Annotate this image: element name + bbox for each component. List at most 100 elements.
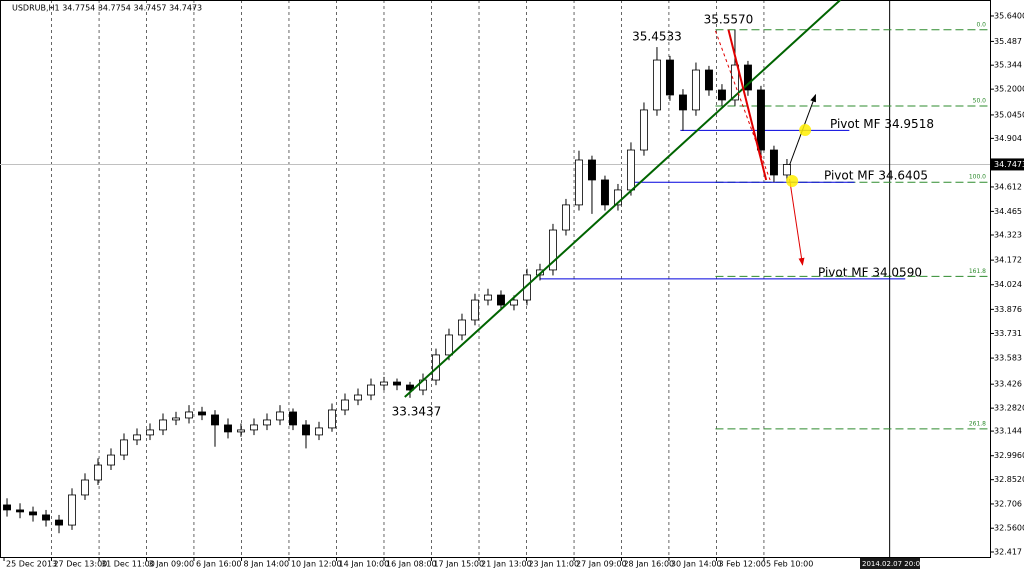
candle-body — [393, 381, 401, 386]
fibo-label: 0.0 — [976, 21, 986, 28]
candle-body — [665, 59, 674, 96]
candle-body — [172, 417, 180, 421]
candle-body — [691, 69, 700, 111]
candle-body — [380, 381, 388, 386]
x-tick-label: 21 Jan 13:00 — [481, 560, 532, 569]
candle-body — [55, 519, 63, 526]
candle-body — [94, 464, 102, 481]
y-tick-label: 34.904 — [994, 134, 1022, 143]
candle-body — [769, 149, 778, 176]
candle-body — [159, 419, 167, 431]
x-tick-label: 8 Jan 14:00 — [244, 560, 290, 569]
x-tick-label: 28 Jan 16:00 — [623, 560, 674, 569]
candle-body — [782, 164, 791, 176]
y-tick-label: 34.172 — [994, 256, 1022, 265]
y-tick-label: 34.465 — [994, 207, 1022, 216]
x-tick-label: 17 Jan 15:00 — [433, 560, 484, 569]
y-tick-label: 34.323 — [994, 231, 1022, 240]
y-tick-label: 34.024 — [994, 280, 1022, 289]
y-tick-label: 33.426 — [994, 380, 1022, 389]
time-box — [860, 558, 920, 569]
candle-body — [120, 439, 128, 456]
y-tick-label: 33.144 — [994, 427, 1022, 436]
marker — [799, 124, 812, 137]
chart-title: USDRUB,H1 34.7754 34.7754 34.7457 34.747… — [12, 4, 202, 13]
y-tick-label: 35.2000 — [994, 85, 1024, 94]
x-tick-label: 10 Jan 12:00 — [291, 560, 342, 569]
trend-line — [727, 29, 768, 181]
price-label: 35.5570 — [704, 12, 754, 26]
candle-body — [756, 89, 765, 151]
y-tick-label: 35.487 — [994, 37, 1022, 46]
y-tick-label: 32.9960 — [994, 451, 1024, 460]
x-tick-label: 25 Dec 2013 — [6, 560, 57, 569]
candle-body — [471, 299, 479, 321]
pivot-label: Pivot MF 34.9518 — [830, 117, 934, 131]
candle-body — [16, 509, 24, 513]
y-tick-label: 33.583 — [994, 354, 1022, 363]
candle-body — [523, 274, 531, 301]
candle-body — [341, 399, 349, 411]
candle-body — [678, 94, 687, 111]
candle-body — [211, 414, 219, 426]
marks: Pivot MF 34.9518 Pivot MF 34.6405 Pivot MF… — [3, 0, 934, 534]
y-tick-label: 35.0450 — [994, 110, 1024, 119]
candle-body — [107, 454, 115, 466]
candle-body — [276, 411, 284, 421]
y-tick-label: 33.731 — [994, 329, 1022, 338]
candle-body — [730, 64, 739, 101]
y-tick-label: 33.2820 — [994, 404, 1024, 413]
candle-body — [250, 424, 258, 431]
candle-body — [704, 69, 713, 91]
candle-body — [185, 411, 193, 419]
candle-body — [289, 411, 297, 426]
candle-body — [549, 229, 557, 271]
candle-body — [68, 494, 76, 526]
candle-body — [600, 179, 609, 206]
candle-body — [743, 64, 752, 91]
x-tick-label: 16 Jan 08:00 — [386, 560, 437, 569]
candle-body — [406, 384, 414, 391]
trend-line — [714, 30, 771, 181]
candle-body — [315, 427, 323, 436]
current-price-label: 34.7473 — [994, 160, 1024, 169]
candle-body — [717, 89, 726, 101]
current-price-box — [991, 158, 1024, 171]
candle-body — [146, 429, 154, 436]
fibo-label: 50.0 — [973, 97, 987, 104]
x-tick-label: 27 Dec 13:00 — [53, 560, 107, 569]
candle-body — [613, 189, 622, 206]
plot-frame — [0, 0, 991, 558]
pivot-label: Pivot MF 34.0590 — [818, 265, 922, 279]
trend-line — [404, 0, 841, 398]
x-tick-label: 6 Jan 16:00 — [196, 560, 242, 569]
y-tick-label: 34.612 — [994, 182, 1022, 191]
candle-body — [29, 511, 37, 516]
candle-body — [224, 424, 232, 433]
pivot-label: Pivot MF 34.6405 — [824, 169, 928, 183]
candle-body — [497, 294, 505, 306]
candle-body — [42, 514, 50, 521]
candle-body — [328, 409, 336, 429]
x-tick-label: 3 Jan 09:00 — [148, 560, 194, 569]
y-tick-label: 32.706 — [994, 499, 1022, 508]
price-label: 35.4533 — [632, 30, 682, 44]
candle-body — [587, 159, 596, 181]
candle-body — [561, 204, 570, 231]
x-tick-label: 27 Jan 09:00 — [576, 560, 627, 569]
candle-body — [510, 299, 518, 306]
candle-body — [484, 294, 492, 301]
x-tick-label: 3 Feb 12:00 — [719, 560, 766, 569]
candle-body — [133, 434, 141, 441]
axes: 35.6400 35.487 35.344 35.2000 35.0450 34.904 3… — [3, 11, 1024, 569]
fibo-label: 261.8 — [969, 420, 986, 427]
y-tick-label: 35.6400 — [994, 11, 1024, 20]
candle-body — [574, 159, 583, 206]
x-tick-label: 23 Jan 11:00 — [528, 560, 579, 569]
y-tick-label: 35.344 — [994, 61, 1022, 70]
candle-body — [237, 429, 245, 433]
candle-body — [354, 394, 362, 401]
candle-body — [3, 504, 11, 511]
